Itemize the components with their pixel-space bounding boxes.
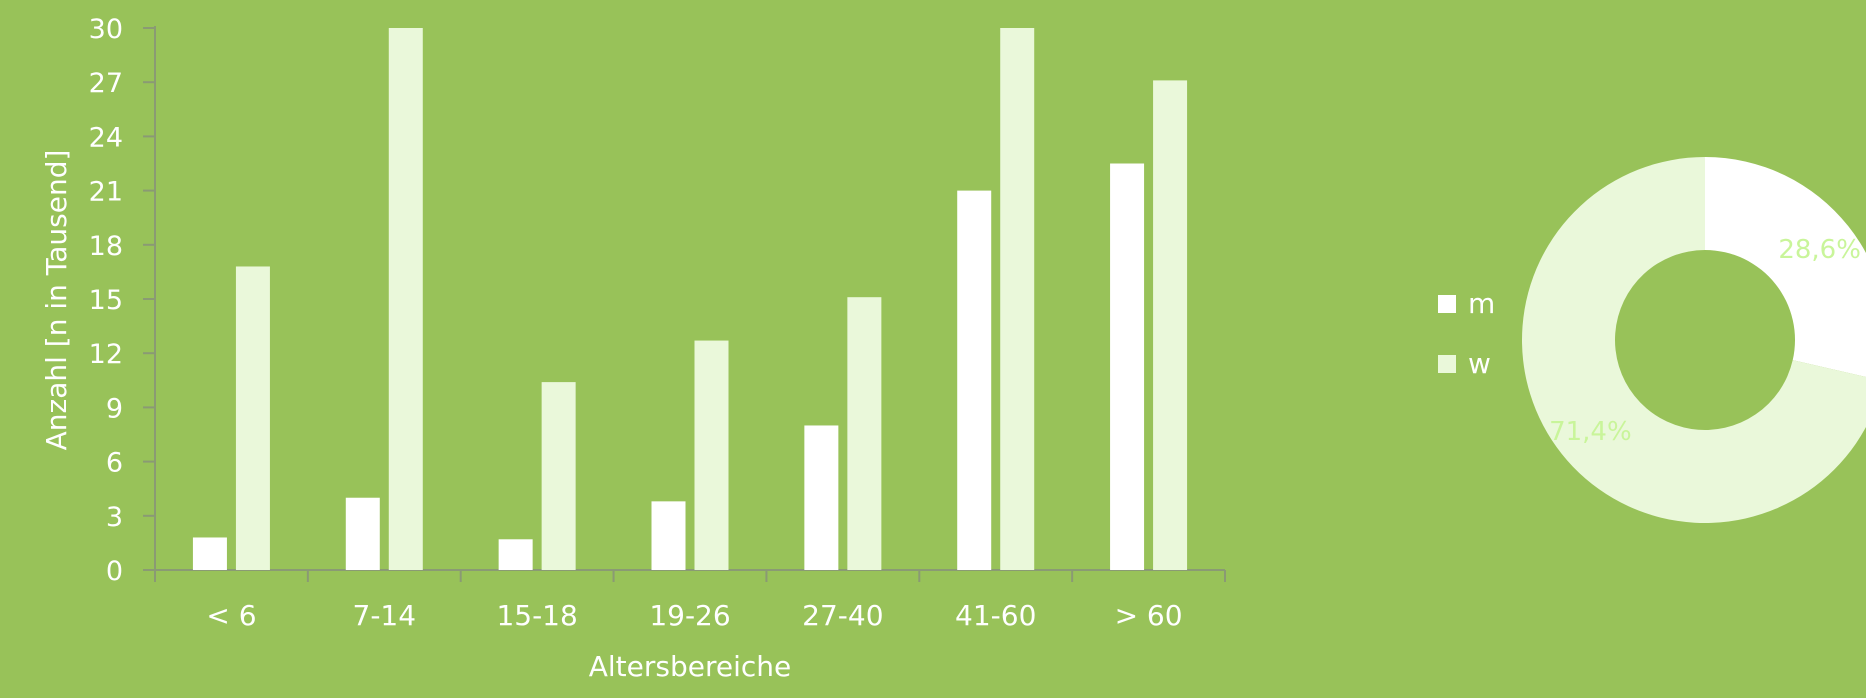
y-tick-label: 6: [106, 448, 123, 479]
y-tick-label: 15: [89, 285, 123, 316]
legend-swatch-w: [1438, 355, 1456, 373]
bar-w: [541, 382, 576, 570]
y-tick-label: 12: [89, 339, 123, 370]
y-axis: 0 3 6 9 12 15 18 21 24 27 30: [89, 14, 156, 587]
x-tick-label: 19-26: [649, 599, 730, 632]
x-axis: < 6 7-14 15-18 19-26 27-40 41-60 > 60: [143, 569, 1226, 632]
y-tick-label: 3: [106, 502, 123, 533]
y-tick-label: 0: [106, 556, 123, 587]
x-tick-label: 41-60: [955, 599, 1036, 632]
donut-chart: 28,6% 71,4% mw: [1438, 157, 1866, 523]
legend-label-w: w: [1468, 347, 1491, 380]
bar-m: [804, 425, 839, 570]
y-tick-label: 27: [89, 68, 123, 99]
donut-labels: 28,6% 71,4%: [1549, 235, 1861, 447]
bar-w: [388, 28, 423, 570]
x-tick-label: < 6: [206, 599, 256, 632]
bar-m: [1110, 163, 1145, 570]
x-axis-label: Altersbereiche: [589, 650, 792, 683]
bar-m: [498, 539, 533, 570]
bar-w: [235, 266, 270, 570]
x-tick-label: 27-40: [802, 599, 883, 632]
x-tick-label: > 60: [1115, 599, 1183, 632]
bar-w: [847, 297, 882, 570]
bar-w: [1153, 80, 1188, 570]
bar-w: [694, 340, 729, 570]
bar-chart: 0 3 6 9 12 15 18 21 24 27 30 < 6 7-14 15-18 19-26 27-4…: [40, 14, 1226, 683]
donut-value-label: 28,6%: [1778, 235, 1861, 265]
y-tick-label: 24: [89, 122, 123, 153]
bar-m: [345, 497, 380, 570]
bar-m: [651, 501, 686, 570]
bar-series: [192, 28, 1188, 570]
legend: mw: [1438, 287, 1495, 380]
donut-slices: [1522, 157, 1866, 523]
bar-w: [1000, 28, 1035, 570]
y-tick-label: 9: [106, 393, 123, 424]
donut-slice-m: [1705, 157, 1866, 378]
y-tick-label: 21: [89, 177, 123, 208]
legend-swatch-m: [1438, 295, 1456, 313]
y-tick-label: 30: [89, 14, 123, 45]
legend-label-m: m: [1468, 287, 1495, 320]
y-axis-label: Anzahl [n in Tausend]: [40, 150, 73, 451]
donut-value-label: 71,4%: [1549, 417, 1632, 447]
y-tick-label: 18: [89, 231, 123, 262]
bar-m: [192, 537, 227, 570]
x-tick-label: 7-14: [353, 599, 417, 632]
bar-m: [957, 190, 992, 570]
donut-slice-w: [1522, 157, 1866, 523]
x-tick-label: 15-18: [496, 599, 577, 632]
